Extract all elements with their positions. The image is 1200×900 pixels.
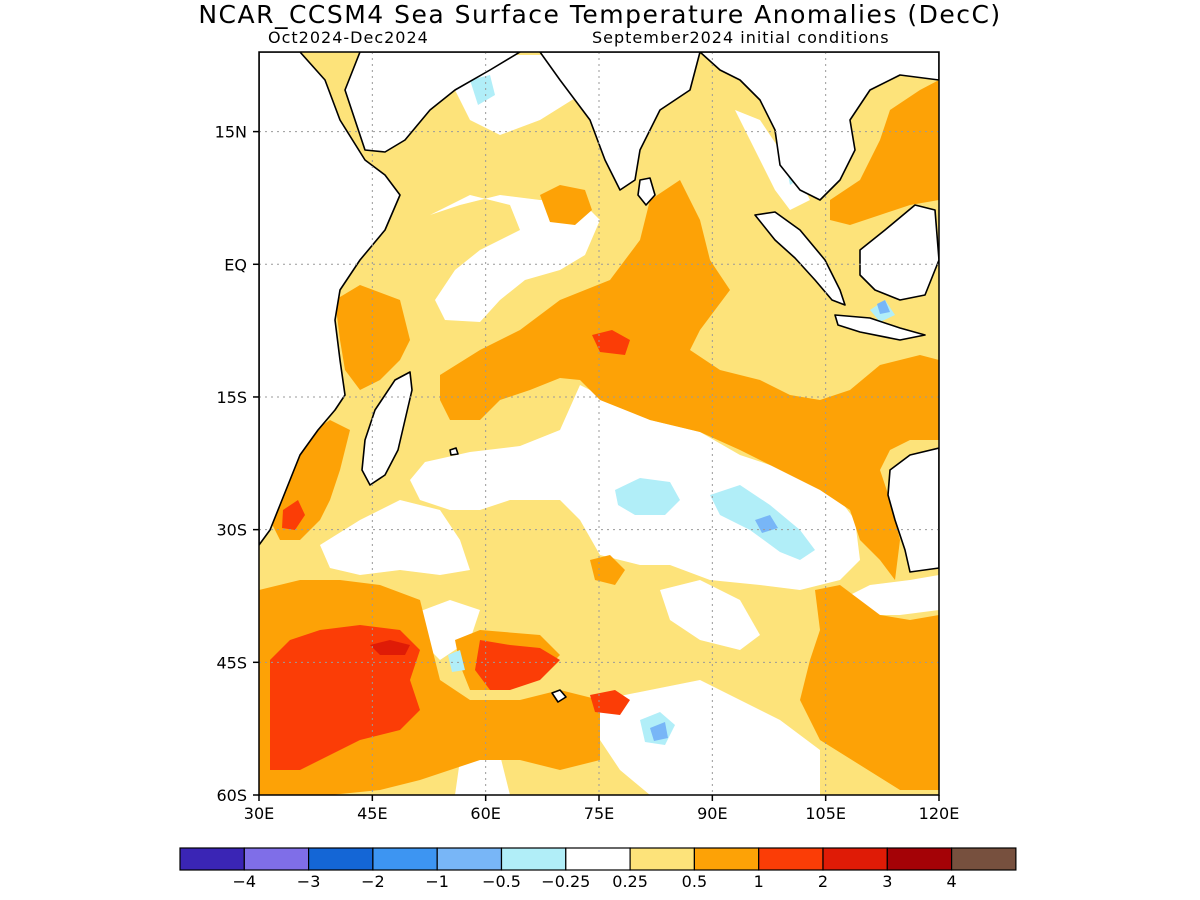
map-field [259, 52, 939, 795]
white-region-bay-of-bengal [735, 110, 810, 210]
lon-tick-label: 30E [244, 804, 274, 823]
cool-patch-1 [615, 478, 680, 515]
lon-tick-label: 75E [584, 804, 614, 823]
colorbar-label: 0.25 [612, 872, 648, 891]
colorbar-swatch [886, 847, 953, 871]
lat-tick-label: EQ [224, 255, 247, 274]
lon-tick-label: 90E [697, 804, 727, 823]
land-madagascar [361, 371, 413, 486]
red-patch-equatorial [592, 330, 630, 355]
colorbar-swatch [308, 847, 374, 871]
orange-patch-arabian [540, 185, 592, 225]
land-africa [259, 52, 401, 546]
gridlines [259, 52, 939, 795]
blue-patch-1 [755, 515, 778, 533]
white-region-southeast-bottom [410, 575, 939, 795]
colorbar-label: −4 [233, 872, 257, 891]
land-india [539, 52, 701, 191]
red-patch-south-75e [590, 690, 630, 715]
orange-patch-east-africa [335, 285, 410, 390]
white-region-southwest [320, 500, 470, 575]
land-australia [887, 447, 939, 573]
white-region-south-ridge [660, 580, 760, 650]
colorbar-swatch [629, 847, 695, 871]
red-patch-central-south [475, 640, 560, 690]
land-java [834, 314, 926, 341]
cool-patch-4 [470, 75, 495, 105]
cool-patch-7 [448, 650, 465, 672]
lat-tick-label: 15S [216, 388, 247, 407]
land-sri-lanka [637, 177, 656, 206]
white-region-arabian-sea [330, 55, 600, 322]
red-patch-southwest [270, 625, 420, 770]
strong-warm-regions [270, 330, 630, 770]
colorbar-label: −1 [425, 872, 449, 891]
land-kerguelen [551, 689, 567, 703]
colorbar-label: −2 [361, 872, 385, 891]
land-borneo [859, 204, 939, 301]
colorbar-swatch [500, 847, 567, 871]
lon-tick-label: 45E [357, 804, 387, 823]
colorbar-label: 3 [882, 872, 892, 891]
lat-tick-label: 15N [215, 123, 247, 142]
lon-tick-label: 105E [805, 804, 846, 823]
forecast-period: Oct2024-Dec2024 [268, 28, 429, 47]
red-patch-mozambique [282, 500, 305, 530]
colorbar-swatch [436, 847, 503, 871]
orange-patch-southeast [800, 585, 939, 790]
lon-tick-label: 60E [470, 804, 500, 823]
orange-patch-south-china-sea [830, 80, 939, 225]
lat-tick-label: 30S [216, 521, 247, 540]
colorbar-label: 2 [818, 872, 828, 891]
colorbar-label: 1 [754, 872, 764, 891]
orange-band-central [440, 180, 939, 580]
colorbar-swatch [693, 847, 760, 871]
colorbar-swatch [179, 847, 245, 871]
colorbar: −4 −3 −2 −1 −0.5 −0.25 0.25 0.5 1 2 3 4 [179, 847, 1017, 891]
land-sumatra [754, 211, 846, 306]
blue-patch-3 [877, 300, 890, 314]
cooler-regions [650, 300, 890, 741]
land-southeast-asia [699, 52, 939, 201]
colorbar-label: 0.5 [682, 872, 707, 891]
land-arabia [344, 52, 521, 153]
land-mauritius [449, 447, 459, 456]
colorbar-swatch [372, 847, 438, 871]
lat-tick-label: 60S [216, 786, 247, 805]
colorbar-label: −0.25 [541, 872, 590, 891]
colorbar-swatch [243, 847, 310, 871]
colorbar-label: −0.5 [482, 872, 521, 891]
coastlines [259, 52, 939, 703]
chart-title: NCAR_CCSM4 Sea Surface Temperature Anoma… [198, 0, 1002, 29]
colorbar-swatch [565, 847, 631, 871]
colorbar-swatch [758, 847, 824, 871]
blue-patch-2 [650, 722, 668, 741]
colorbar-swatch [950, 847, 1017, 871]
dark-red-patch-southwest [370, 640, 410, 655]
colorbar-swatch [822, 847, 888, 871]
colorbar-label: −3 [297, 872, 321, 891]
lat-tick-label: 45S [216, 653, 247, 672]
initial-conditions: September2024 initial conditions [592, 28, 890, 47]
lon-tick-label: 120E [919, 804, 960, 823]
colorbar-label: 4 [947, 872, 957, 891]
